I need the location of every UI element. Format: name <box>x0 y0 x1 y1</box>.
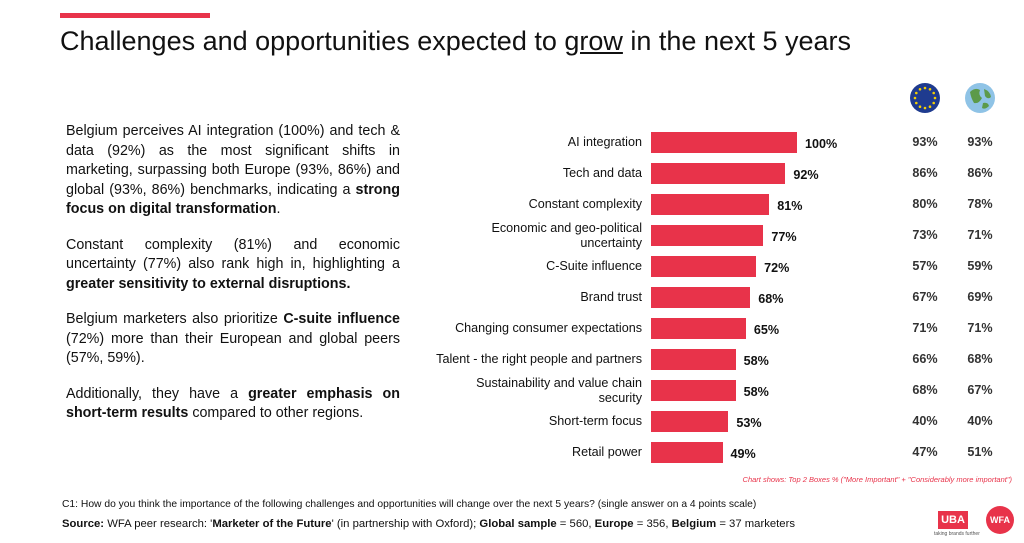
europe-value: 80% <box>912 196 938 211</box>
global-value: 59% <box>967 258 993 273</box>
slide-title: Challenges and opportunities expected to… <box>60 26 851 57</box>
global-value: 69% <box>967 289 993 304</box>
bar <box>651 318 746 339</box>
bar <box>651 225 764 246</box>
europe-value: 47% <box>912 444 938 459</box>
uba-logo: UBA <box>938 511 968 529</box>
europe-value: 71% <box>912 320 938 335</box>
category-label: Talent - the right people and partners <box>436 352 642 366</box>
category-label: Economic and geo-political uncertainty <box>491 220 642 250</box>
europe-value: 66% <box>912 351 938 366</box>
text-segment: WFA peer research: ' <box>104 518 213 530</box>
text-segment: strong focus on digital transformation <box>66 181 400 218</box>
paragraph: Belgium marketers also prioritize C-suit… <box>66 310 400 369</box>
tagline: taking brands further <box>934 531 980 537</box>
text-segment: . <box>276 201 281 217</box>
paragraph: Additionally, they have a greater emphas… <box>66 385 400 424</box>
text-segment: Challenges and opportunities expected to <box>60 26 565 56</box>
category-label: AI integration <box>567 135 642 149</box>
europe-value: 57% <box>912 258 938 273</box>
global-value: 78% <box>967 196 993 211</box>
bar <box>651 349 736 370</box>
text-segment: Belgium <box>671 518 717 530</box>
accent-bar <box>60 13 210 18</box>
text-segment: Belgium marketers also prioritize <box>66 311 284 327</box>
bar <box>651 194 770 215</box>
europe-value: 73% <box>912 227 938 242</box>
value-label: 49% <box>730 446 756 461</box>
wfa-logo: WFA <box>986 506 1014 534</box>
category-label: Tech and data <box>562 166 642 180</box>
value-label: 77% <box>771 229 797 244</box>
global-value: 93% <box>967 134 993 149</box>
text-segment: grow <box>564 26 623 56</box>
text-segment: = 560, <box>556 518 595 530</box>
category-label: Sustainability and value chain security <box>476 375 642 405</box>
text-segment: compared to other regions. <box>188 405 364 421</box>
text-segment: greater emphasis on short-term results <box>66 385 400 422</box>
global-value: 71% <box>967 320 993 335</box>
global-value: 86% <box>967 165 993 180</box>
text-segment: Belgium perceives AI integration (100%) … <box>66 123 400 198</box>
value-label: 100% <box>805 136 838 151</box>
text-segment: Constant complexity (81%) and economic u… <box>66 236 400 273</box>
category-label: Brand trust <box>580 290 642 304</box>
value-label: 58% <box>743 384 769 399</box>
bar <box>651 380 736 401</box>
bar <box>651 256 757 277</box>
value-label: 53% <box>736 415 762 430</box>
value-label: 72% <box>764 260 790 275</box>
text-segment: (72%) more than their European and globa… <box>66 330 400 367</box>
category-label: Retail power <box>572 445 642 459</box>
europe-value: 68% <box>912 382 938 397</box>
category-label: Changing consumer expectations <box>455 321 642 335</box>
text-segment: Source: <box>62 518 105 530</box>
bar <box>651 132 797 153</box>
text-segment: Additionally, they have a <box>66 385 249 402</box>
global-value: 71% <box>967 227 993 242</box>
value-label: 81% <box>777 198 803 213</box>
global-value: 68% <box>967 351 993 366</box>
text-segment: ' (in partnership with Oxford); <box>331 518 480 530</box>
europe-value: 40% <box>912 413 938 428</box>
paragraph: Constant complexity (81%) and economic u… <box>66 236 400 295</box>
europe-icon <box>910 83 940 113</box>
paragraph: Belgium perceives AI integration (100%) … <box>66 122 400 220</box>
source: Source: WFA peer research: 'Marketer of … <box>62 518 795 530</box>
europe-value: 86% <box>912 165 938 180</box>
global-value: 67% <box>967 382 993 397</box>
value-label: 68% <box>758 291 784 306</box>
europe-value: 67% <box>912 289 938 304</box>
text-segment: Marketer of the Future <box>212 518 332 530</box>
value-label: 92% <box>793 167 819 182</box>
bar <box>651 287 751 308</box>
text-segment: in the next 5 years <box>622 26 852 56</box>
category-label: C-Suite influence <box>546 259 642 273</box>
value-label: 65% <box>753 322 780 337</box>
value-label: 58% <box>743 353 769 368</box>
text-segment: = 37 marketers <box>716 518 795 530</box>
global-value: 40% <box>967 413 993 428</box>
question: C1: How do you think the importance of t… <box>62 499 757 510</box>
globe-icon <box>965 83 995 113</box>
category-label: Short-term focus <box>548 414 642 428</box>
text-segment: = 356, <box>633 518 672 530</box>
text-segment: greater sensitivity to external disrupti… <box>66 275 351 292</box>
bar <box>651 163 786 184</box>
text-segment: Europe <box>594 518 634 530</box>
bar <box>651 411 729 432</box>
global-value: 51% <box>967 444 993 459</box>
chart-note: Chart shows: Top 2 Boxes % ("More Import… <box>742 475 1012 484</box>
summary: Belgium perceives AI integration (100%) … <box>66 122 400 440</box>
text-segment: C-suite influence <box>283 311 400 327</box>
category-label: Constant complexity <box>528 197 642 211</box>
europe-value: 93% <box>912 134 938 149</box>
text-segment: Global sample <box>479 518 557 530</box>
bar <box>651 442 723 463</box>
